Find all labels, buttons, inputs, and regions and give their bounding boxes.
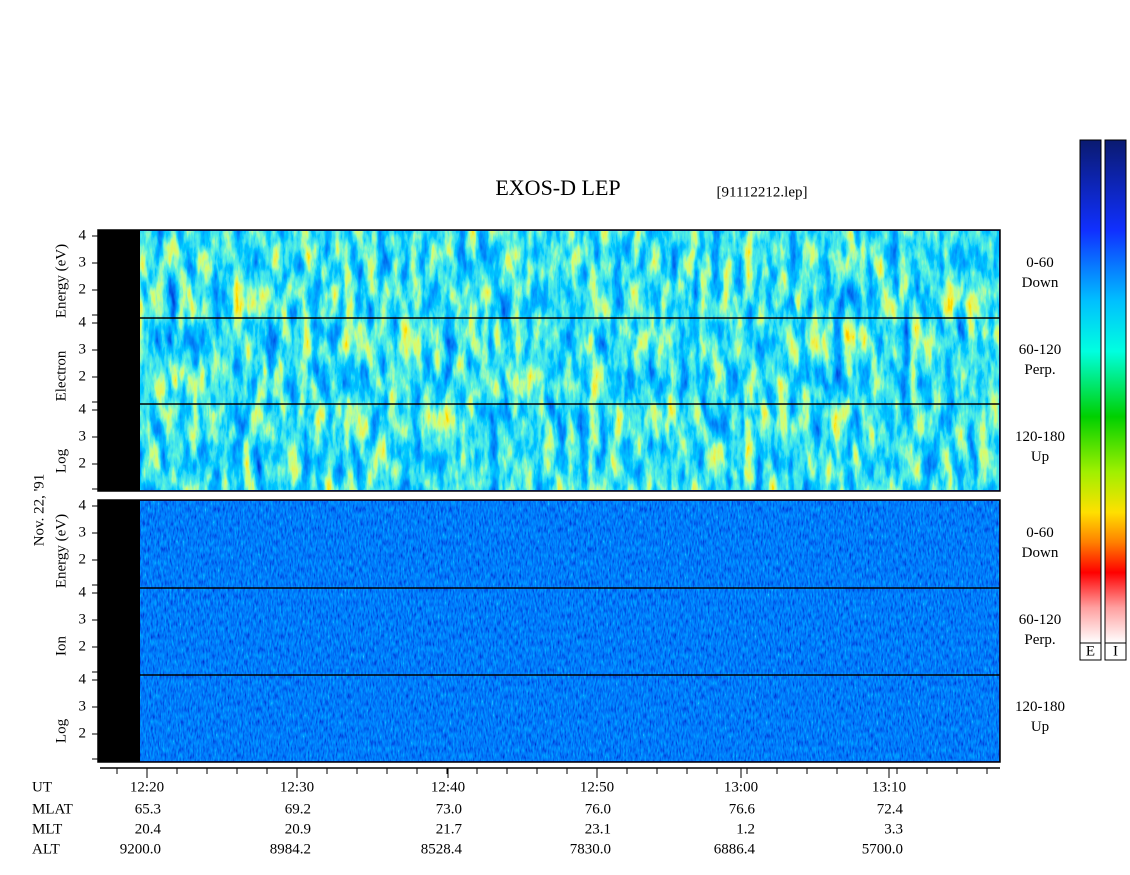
y-tick-label: 3 (79, 524, 87, 540)
date: Nov. 22, '91 (31, 474, 47, 547)
frame (97, 499, 1001, 763)
data-gap (98, 500, 140, 762)
y-tick-label: 3 (79, 611, 87, 627)
y-tick-label: 4 (79, 671, 87, 687)
band-direction: Down (1022, 545, 1059, 561)
y-tick-label: 2 (79, 455, 87, 471)
y-axis-label: Electron (53, 350, 69, 401)
electron-spectrogram (140, 231, 999, 490)
y-tick-label: 2 (79, 368, 87, 384)
y-axis-label: Log (53, 718, 69, 743)
x-tick-value: 21.7 (436, 821, 463, 837)
band-direction: Up (1031, 719, 1049, 735)
band-direction: Perp. (1024, 632, 1055, 648)
y-tick-label: 3 (79, 341, 87, 357)
color-bar (1104, 139, 1127, 644)
y-tick-label: 2 (79, 281, 87, 297)
x-tick-value: 20.9 (285, 821, 311, 837)
y-tick-label: 4 (79, 497, 87, 513)
y-tick-label: 4 (79, 584, 87, 600)
color-bar-label-box (1104, 642, 1127, 661)
x-tick-value: 12:50 (580, 779, 614, 795)
ion-spectrogram (140, 501, 999, 761)
x-tick-value: 5700.0 (862, 841, 903, 857)
frame (97, 229, 1001, 492)
x-tick-value: 13:10 (872, 779, 906, 795)
band-range: 60-120 (1019, 612, 1062, 628)
x-tick-value: 12:30 (280, 779, 314, 795)
color-bar (1079, 139, 1102, 644)
x-tick-value: 69.2 (285, 801, 311, 817)
y-axis-label: Energy (eV) (53, 244, 69, 318)
data-gap (98, 230, 140, 491)
band-range: 60-120 (1019, 342, 1062, 358)
y-tick-label: 2 (79, 638, 87, 654)
row-label: ALT (32, 841, 60, 857)
x-tick-value: 8528.4 (421, 841, 463, 857)
y-tick-label: 3 (79, 698, 87, 714)
x-tick-value: 76.6 (729, 801, 756, 817)
y-axis-label: Energy (eV) (53, 514, 69, 588)
x-tick-value: 12:40 (431, 779, 465, 795)
y-tick-label: 3 (79, 428, 87, 444)
x-tick-value: 20.4 (135, 821, 162, 837)
file-name: [91112212.lep] (717, 184, 808, 200)
row-label: MLT (32, 821, 62, 837)
color-bar-label: I (1113, 643, 1118, 659)
band-direction: Up (1031, 449, 1049, 465)
color-bar-label-box (1079, 642, 1102, 661)
y-tick-label: 2 (79, 725, 87, 741)
x-tick-value: 12:20 (130, 779, 164, 795)
x-tick-value: 73.0 (436, 801, 462, 817)
x-tick-value: 65.3 (135, 801, 161, 817)
x-tick-value: 72.4 (877, 801, 904, 817)
band-range: 0-60 (1026, 525, 1054, 541)
x-tick-value: 8984.2 (270, 841, 311, 857)
band-direction: Perp. (1024, 362, 1055, 378)
band-range: 120-180 (1015, 699, 1065, 715)
row-label: UT (32, 779, 52, 795)
x-tick-value: 3.3 (884, 821, 903, 837)
y-tick-label: 2 (79, 551, 87, 567)
y-axis-label: Log (53, 448, 69, 473)
x-tick-value: 7830.0 (570, 841, 611, 857)
x-tick-value: 23.1 (585, 821, 611, 837)
y-tick-label: 3 (79, 254, 87, 270)
x-tick-value: 76.0 (585, 801, 611, 817)
x-tick-value: 9200.0 (120, 841, 161, 857)
row-label: MLAT (32, 801, 73, 817)
title: EXOS-D LEP (495, 175, 620, 200)
band-range: 0-60 (1026, 255, 1054, 271)
y-tick-label: 4 (79, 401, 87, 417)
x-tick-value: 6886.4 (714, 841, 756, 857)
color-bar-label: E (1086, 643, 1095, 659)
y-tick-label: 4 (79, 227, 87, 243)
y-axis-label: Ion (53, 636, 69, 656)
band-range: 120-180 (1015, 429, 1065, 445)
band-direction: Down (1022, 275, 1059, 291)
x-tick-value: 1.2 (736, 821, 755, 837)
x-tick-value: 13:00 (724, 779, 758, 795)
y-tick-label: 4 (79, 314, 87, 330)
